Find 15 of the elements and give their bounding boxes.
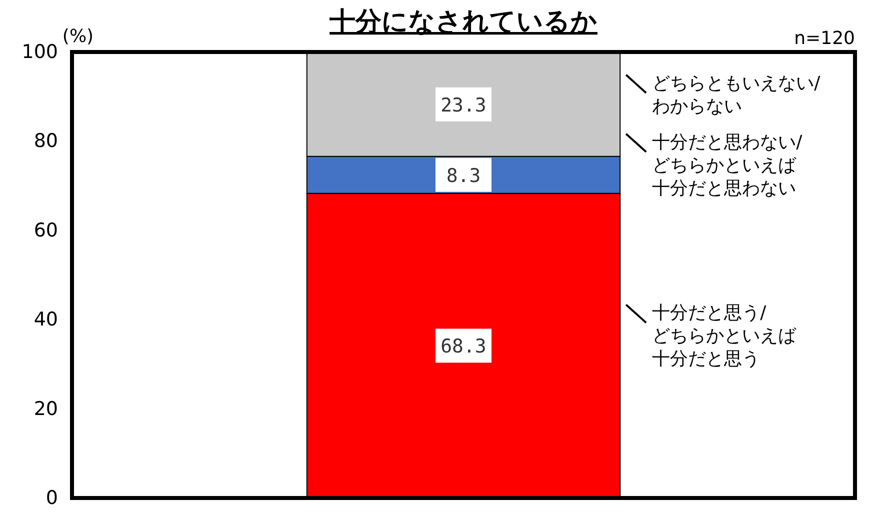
y-tick-label: 80 <box>34 130 58 152</box>
y-tick-label: 100 <box>22 41 58 63</box>
chart-title: 十分になされているか <box>328 7 598 37</box>
y-tick-label: 20 <box>34 398 58 420</box>
data-label: 23.3 <box>440 94 486 116</box>
legend-label: 十分だと思う/どちらかといえば十分だと思う <box>652 302 798 370</box>
y-tick-label: 60 <box>34 219 58 242</box>
y-axis-title: (%) <box>62 26 94 47</box>
legend-label: どちらともいえない/わからない <box>652 72 822 117</box>
legend-label: 十分だと思わない/どちらかといえば十分だと思わない <box>652 132 804 199</box>
y-tick-label: 0 <box>46 487 58 509</box>
y-tick-label: 40 <box>34 308 58 331</box>
text: n=120 <box>794 28 855 49</box>
data-label: 68.3 <box>440 336 486 358</box>
data-label: 8.3 <box>446 164 481 187</box>
